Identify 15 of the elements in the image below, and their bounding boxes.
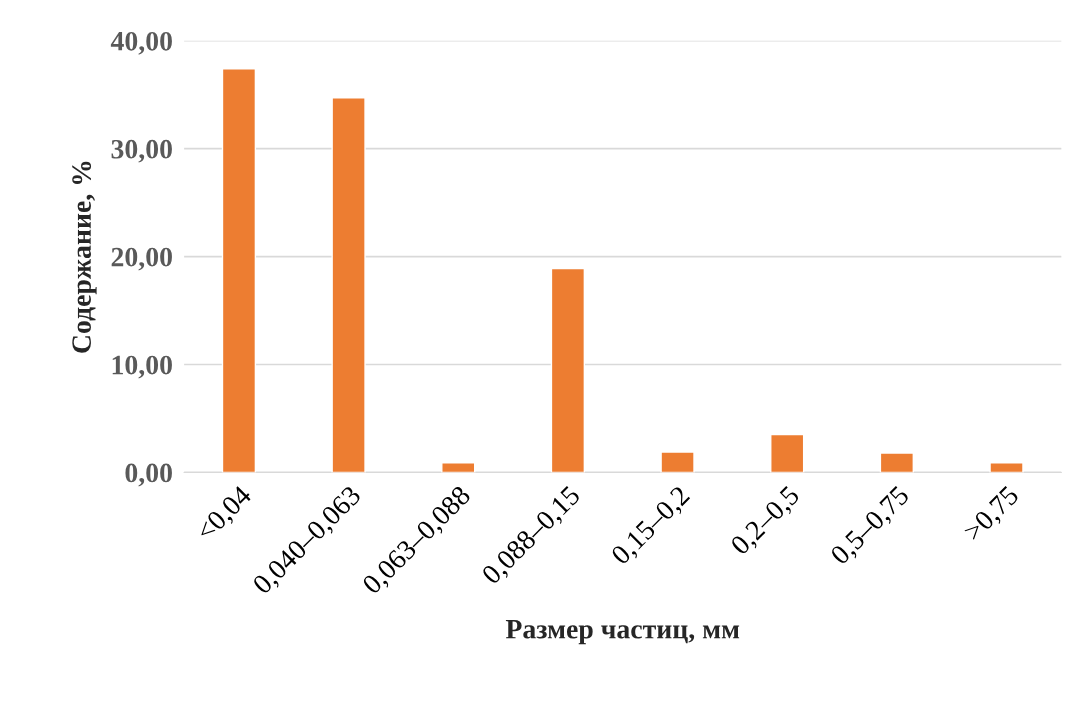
y-tick-label: 20,00 — [111, 247, 172, 271]
x-axis-title: Размер частиц, мм — [505, 620, 740, 645]
bar — [989, 462, 1024, 473]
bar — [441, 462, 476, 473]
bar — [221, 68, 257, 473]
bar — [331, 97, 366, 473]
y-tick-label: 10,00 — [112, 355, 172, 379]
y-tick-label: 40,00 — [110, 31, 172, 55]
y-axis-title: Содержание, % — [72, 161, 97, 353]
bar — [550, 267, 586, 473]
y-tick-label: 30,00 — [111, 139, 172, 163]
bar — [879, 452, 915, 473]
bar — [660, 451, 695, 473]
y-tick-label: 0,00 — [125, 463, 172, 487]
bar — [770, 433, 805, 473]
